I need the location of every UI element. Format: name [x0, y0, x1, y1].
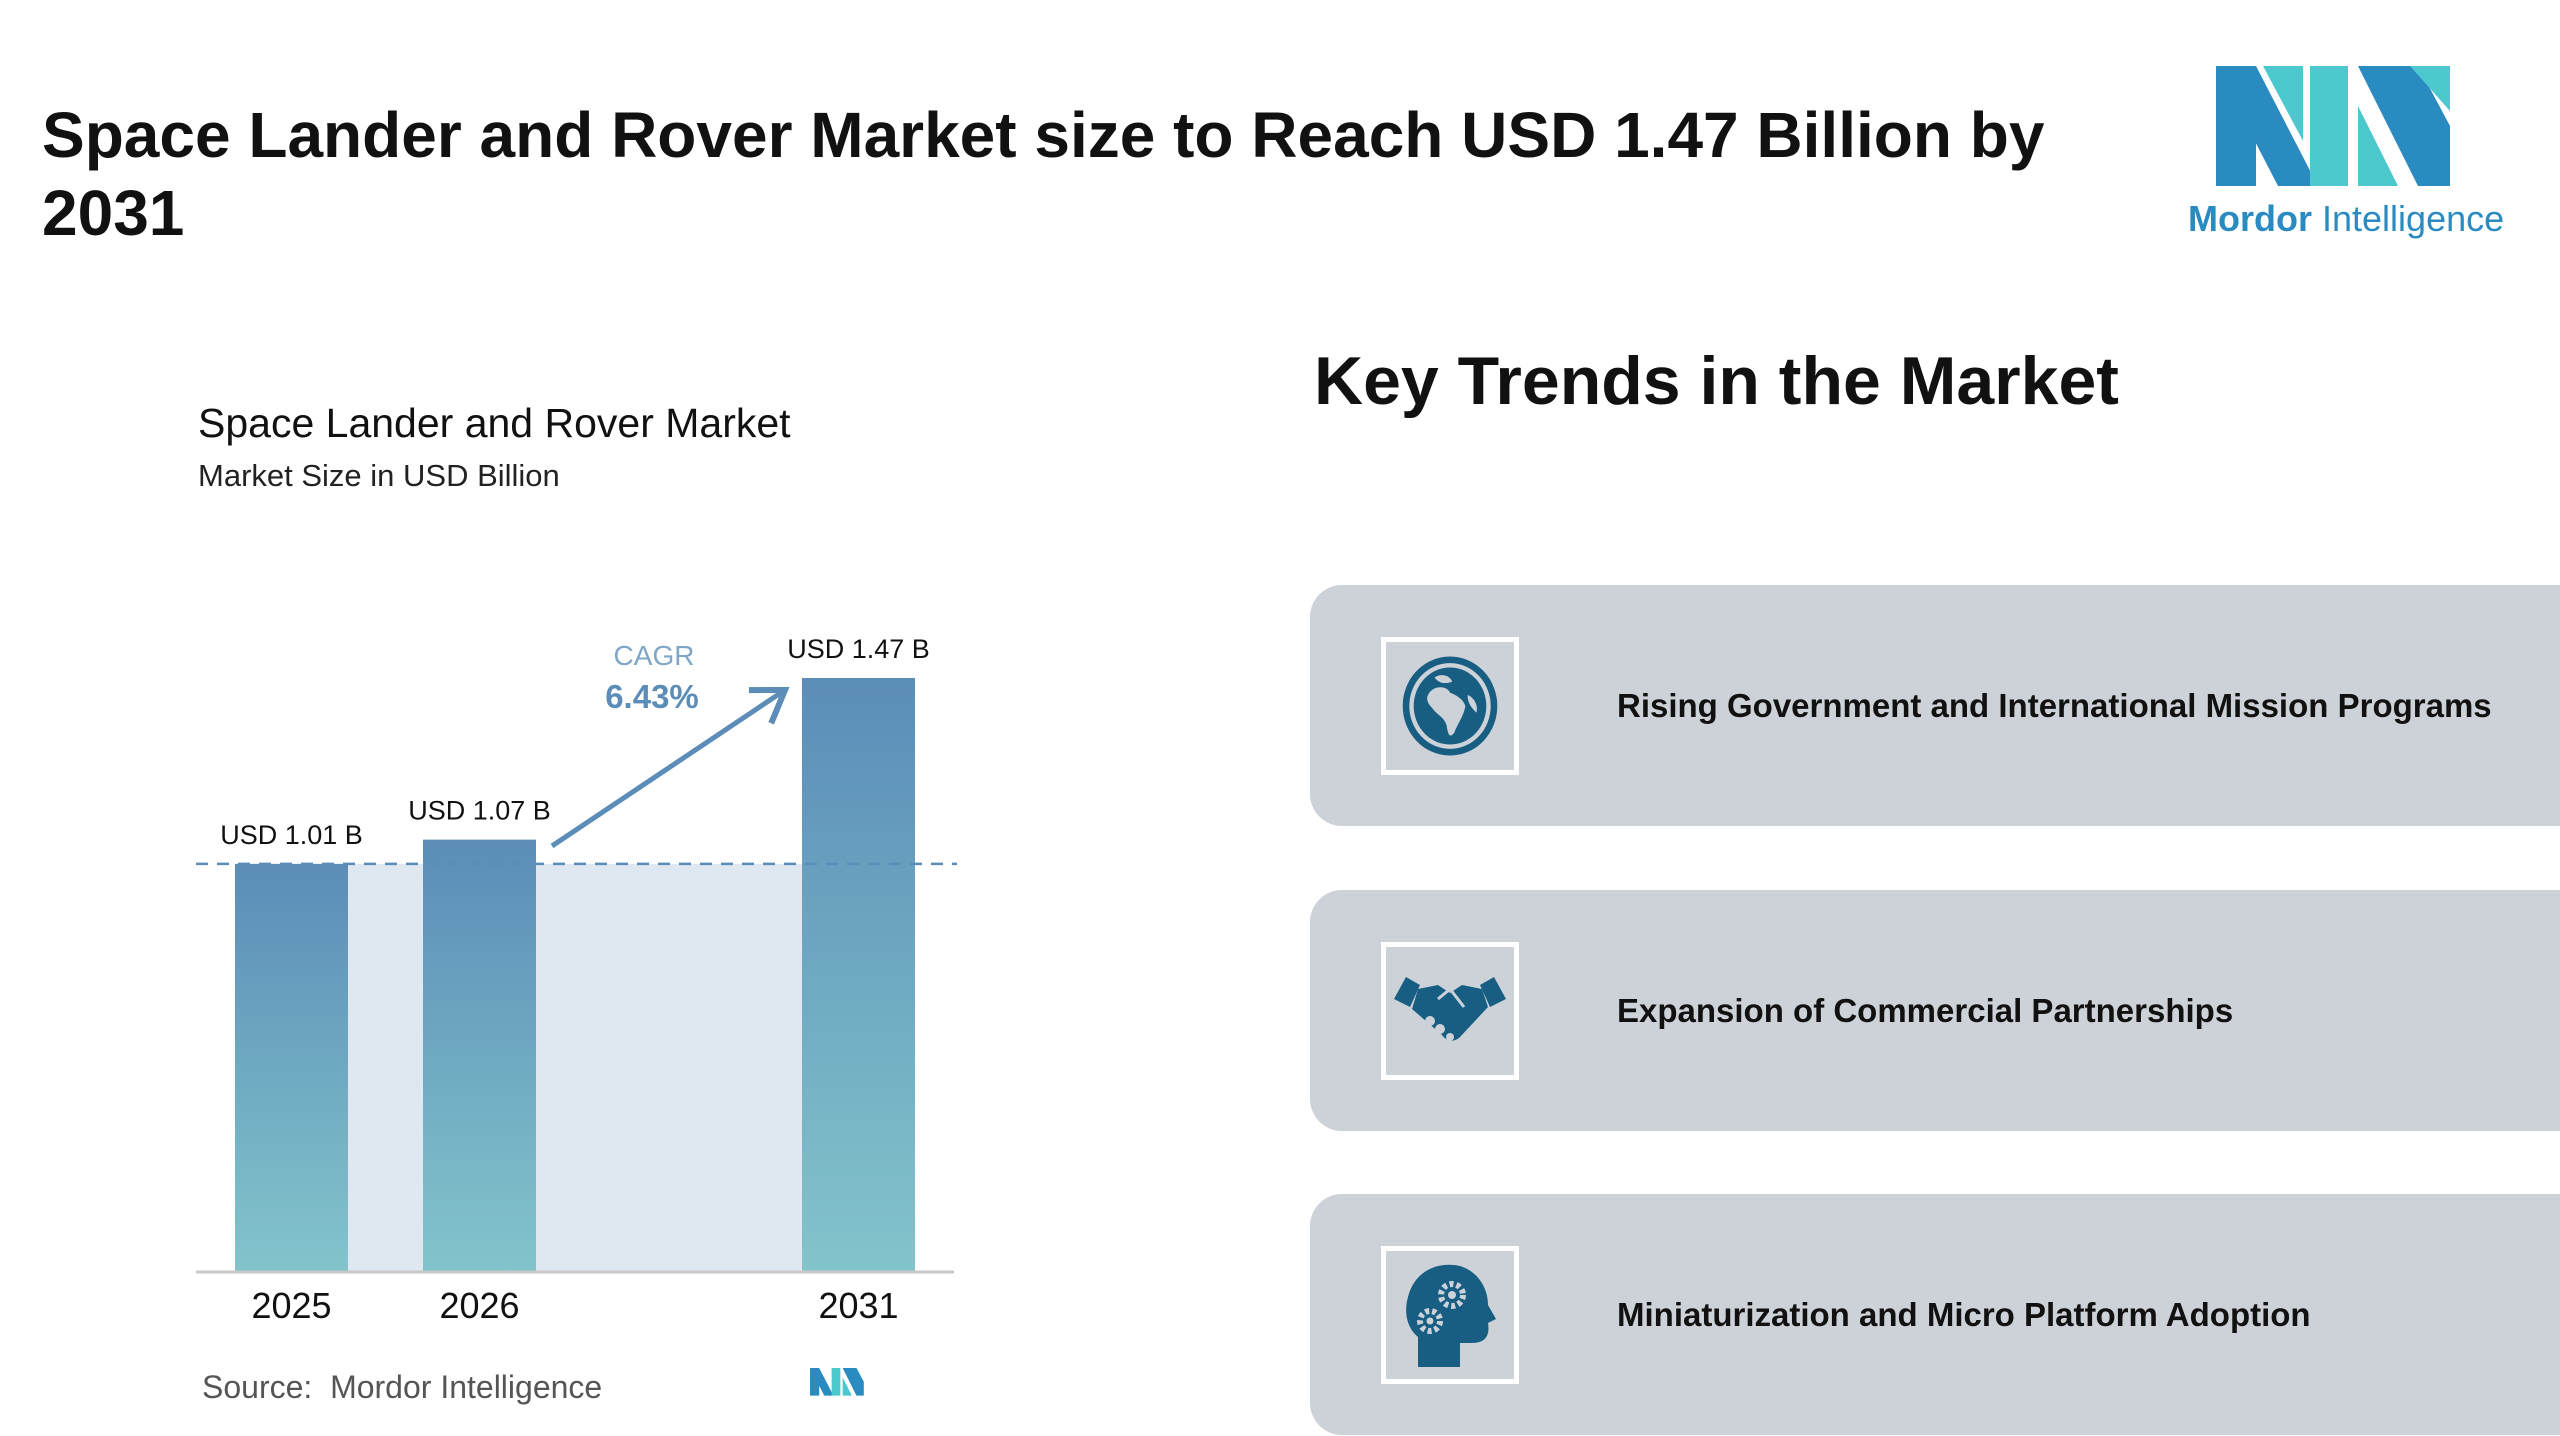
bar-chart: CAGR 6.43% USD 1.01 B 2025 USD 1.07 B 2026 U…	[196, 634, 957, 1405]
bar-2026	[423, 839, 536, 1272]
x-tick-label: 2031	[818, 1285, 898, 1326]
head-gears-icon	[1406, 1264, 1496, 1367]
cagr-label: CAGR	[614, 640, 695, 671]
chart-source: Source: Mordor Intelligence	[202, 1369, 602, 1405]
trend-label: Miniaturization and Micro Platform Adopt…	[1617, 1295, 2311, 1333]
data-label: USD 1.01 B	[220, 820, 363, 850]
trend-icon-box	[1381, 1246, 1519, 1384]
trend-card: Expansion of Commercial Partnerships	[1310, 890, 2560, 1131]
trend-icon-box	[1381, 942, 1519, 1080]
logo-text: Mordor Intelligence	[2188, 198, 2505, 239]
data-label: USD 1.47 B	[787, 634, 930, 664]
trend-card: Rising Government and International Miss…	[1310, 585, 2560, 826]
trends-title: Key Trends in the Market	[1314, 343, 2119, 419]
bar-2025	[235, 863, 348, 1272]
bar-2031	[802, 678, 915, 1272]
chart-subtitle: Market Size in USD Billion	[198, 458, 560, 493]
globe-icon	[1402, 656, 1498, 756]
x-tick-label: 2026	[439, 1285, 519, 1326]
trend-label: Expansion of Commercial Partnerships	[1617, 991, 2234, 1029]
trend-label: Rising Government and International Miss…	[1617, 686, 2492, 724]
cagr-value: 6.43%	[605, 678, 699, 715]
x-tick-label: 2025	[251, 1285, 331, 1326]
page-title: Space Lander and Rover Market size to Re…	[42, 99, 2045, 249]
handshake-icon	[1394, 977, 1506, 1041]
baseline-area	[235, 863, 915, 1272]
chart-title: Space Lander and Rover Market	[198, 400, 791, 446]
source-logo-icon	[810, 1368, 864, 1396]
trend-card: Miniaturization and Micro Platform Adopt…	[1310, 1194, 2560, 1435]
data-label: USD 1.07 B	[408, 796, 551, 826]
trend-icon-box	[1381, 637, 1519, 775]
mordor-logo	[2216, 66, 2450, 186]
cagr-arrow	[550, 686, 790, 849]
